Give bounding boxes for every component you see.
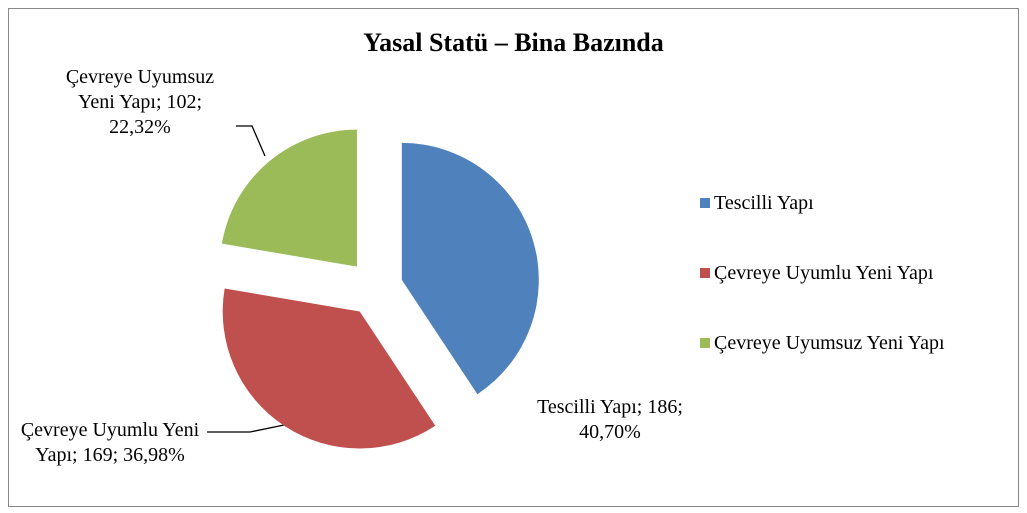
- legend-swatch: [700, 198, 710, 208]
- pie-slice: [222, 288, 436, 449]
- data-label: Çevreye Uyumsuz Yeni Yapı; 102; 22,32%: [65, 66, 215, 138]
- data-label: Çevreye Uyumlu Yeni Yapı; 169; 36,98%: [20, 419, 200, 466]
- legend-entry: Tescilli Yapı: [700, 190, 1010, 216]
- leader-line: [207, 424, 285, 433]
- legend-entry: Çevreye Uyumlu Yeni Yapı: [700, 260, 1010, 286]
- pie-slice: [221, 129, 357, 267]
- legend-label: Çevreye Uyumsuz Yeni Yapı: [714, 332, 945, 354]
- legend-label: Tescilli Yapı: [714, 192, 814, 214]
- leader-line: [236, 125, 266, 157]
- chart-title: Yasal Statü – Bina Bazında: [363, 28, 664, 57]
- pie-slice: [401, 142, 539, 395]
- data-label: Tescilli Yapı; 186; 40,70%: [537, 396, 683, 443]
- legend-label: Çevreye Uyumlu Yeni Yapı: [714, 262, 934, 284]
- legend-swatch: [700, 268, 710, 278]
- legend-swatch: [700, 338, 710, 348]
- legend-entry: Çevreye Uyumsuz Yeni Yapı: [700, 330, 1010, 356]
- chart-border: [8, 8, 1019, 507]
